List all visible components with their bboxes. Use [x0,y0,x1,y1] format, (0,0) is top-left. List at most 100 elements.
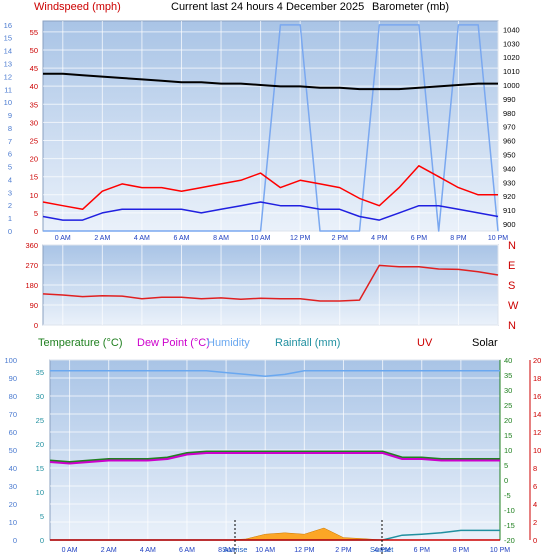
beaufort-tick-label: 1 [8,214,12,223]
compass-label: N [508,320,516,332]
barometer-label: Barometer (mb) [372,1,449,13]
uv-tick-label: 18 [533,374,541,383]
time-tick-label: 4 AM [134,235,150,242]
wind-tick-label: 30 [30,118,38,127]
humidity-line [50,370,500,377]
data-series [42,24,500,541]
time-tick-label: 6 PM [414,547,431,554]
time-tick-label: 10 AM [255,547,275,554]
temperature-line [49,450,500,463]
humidity-tick-label: 100 [4,356,17,365]
time-tick-label: 10 PM [488,235,508,242]
barometer-tick-label: 1040 [503,25,520,34]
uv-tick-label: 6 [533,482,537,491]
time-tick-label: 4 AM [140,547,156,554]
beaufort-tick-label: 10 [4,98,12,107]
time-tick-label: 2 PM [335,547,352,554]
beaufort-tick-label: 6 [8,150,12,159]
uv-tick-label: 16 [533,392,541,401]
barometer-line [43,72,498,91]
beaufort-tick-label: 14 [4,47,12,56]
temperature-tick-label: 30 [504,386,512,395]
dewpoint-label: Dew Point (°C) [137,337,210,349]
humidity-tick-label: 30 [9,482,17,491]
temperature-tick-label: 5 [504,461,508,470]
barometer-tick-label: 930 [503,178,516,187]
beaufort-tick-label: 2 [8,201,12,210]
humidity-tick-label: 20 [9,500,17,509]
barometer-tick-label: 1000 [503,81,520,90]
barometer-tick-label: 990 [503,95,516,104]
uv-tick-label: 8 [533,464,537,473]
uv-tick-label: 0 [533,536,537,545]
gridlines [43,21,501,541]
barometer-tick-label: 960 [503,137,516,146]
humidity-tick-label: 90 [9,374,17,383]
compass-label: W [508,300,519,312]
wind-tick-label: 40 [30,82,38,91]
chart-title: Current last 24 hours 4 December 2025 [171,1,364,13]
sunrise-label: Sunrise [222,545,247,554]
time-tick-label: 8 AM [218,547,234,554]
rainfall-label: Rainfall (mm) [275,337,340,349]
time-tick-label: 8 PM [453,547,470,554]
barometer-tick-label: 1020 [503,53,520,62]
beaufort-tick-label: 11 [4,85,12,94]
wind-tick-label: 25 [30,136,38,145]
time-tick-label: 12 PM [290,235,310,242]
time-tick-label: 4 PM [371,235,388,242]
barometer-tick-label: 910 [503,206,516,215]
wind-average-line [42,201,499,221]
direction-tick-label: 90 [30,301,38,310]
sunset-label: Sunset [370,545,394,554]
humidity-tick-label: 0 [13,536,17,545]
temperature-tick-label: 40 [504,356,512,365]
wind-tick-label: 10 [30,191,38,200]
compass-label: E [508,260,515,272]
wind-tick-label: 20 [30,155,38,164]
barometer-tick-label: 970 [503,123,516,132]
wind-tick-label: 35 [30,100,38,109]
time-tick-label: 4 PM [374,547,391,554]
rain-tick-label: 20 [36,440,44,449]
solar-label: Solar [472,337,498,349]
rain-tick-label: 15 [36,464,44,473]
beaufort-tick-label: 15 [4,34,12,43]
humidity-tick-label: 40 [9,464,17,473]
temperature-tick-label: -5 [504,491,511,500]
humidity-tick-label: 70 [9,410,17,419]
temperature-tick-label: 20 [504,416,512,425]
uv-tick-label: 12 [533,428,541,437]
axes: 0 AM 2 AM 4 AM 6 AM 8 AM 10 AM 12 PM 2 PM 4 PM 6 … [4,21,542,554]
rain-tick-label: 10 [36,488,44,497]
temperature-tick-label: 0 [504,476,508,485]
barometer-tick-label: 1030 [503,39,520,48]
barometer-tick-label: 900 [503,220,516,229]
uv-tick-label: 4 [533,500,537,509]
rain-tick-label: 0 [40,536,44,545]
direction-line [42,264,499,302]
barometer-tick-label: 920 [503,192,516,201]
humidity-label: Humidity [207,337,250,349]
humidity-tick-label: 60 [9,428,17,437]
wind-tick-label: 15 [30,173,38,182]
wind-tick-label: 5 [34,209,38,218]
wind-tick-label: 0 [34,227,38,236]
barometer-tick-label: 1010 [503,67,520,76]
time-tick-label: 2 AM [94,235,110,242]
temperature-tick-label: 35 [504,371,512,380]
temperature-tick-label: 10 [504,446,512,455]
uv-tick-label: 14 [533,410,541,419]
uv-tick-label: 20 [533,356,541,365]
humidity-tick-label: 50 [9,446,17,455]
rain-tick-label: 5 [40,512,44,521]
direction-tick-label: 0 [34,321,38,330]
wind-tick-label: 45 [30,64,38,73]
barometer-tick-label: 950 [503,151,516,160]
windspeed-line [42,165,498,211]
time-tick-label: 6 AM [179,547,195,554]
rain-tick-label: 35 [36,368,44,377]
time-tick-label: 0 AM [62,547,78,554]
time-tick-label: 8 AM [213,235,229,242]
beaufort-tick-label: 4 [8,175,12,184]
